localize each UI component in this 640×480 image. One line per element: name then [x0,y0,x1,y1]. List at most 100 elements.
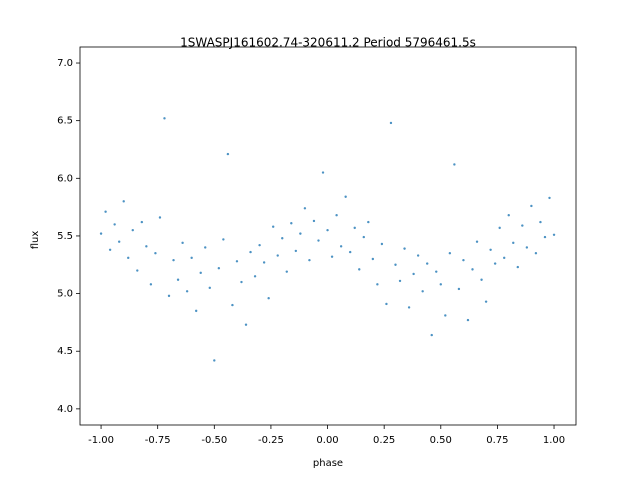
data-point [371,257,375,261]
data-point [503,256,506,260]
data-point [145,245,148,248]
data-point [525,246,529,249]
data-point [426,262,429,265]
data-point [131,228,134,232]
data-point [244,323,248,326]
data-point [512,241,515,245]
data-point [416,254,420,257]
data-point [367,220,370,224]
data-point [552,233,556,236]
data-point [453,163,456,166]
data-point [412,272,415,276]
data-point [276,254,279,257]
data-point [136,269,139,272]
data-point [299,232,302,235]
data-point [190,256,193,260]
data-point [444,314,447,317]
data-point [213,359,216,362]
data-point [321,171,325,174]
data-point [530,204,533,208]
data-point [149,283,153,286]
data-point [140,220,144,224]
x-tick-label: 0.00 [316,435,338,446]
data-point [285,270,288,273]
y-tick-label: 5.0 [57,289,73,300]
x-tick-label: -0.75 [145,435,171,446]
data-point [376,283,379,286]
data-point [326,228,329,232]
data-point [222,238,225,241]
data-point [457,287,461,291]
y-tick-label: 4.5 [57,346,73,357]
data-point [154,252,157,255]
data-point [435,270,438,273]
x-tick-label: -0.50 [201,435,227,446]
data-point [493,262,497,265]
data-point [127,256,130,260]
x-tick-label: 0.75 [486,435,508,446]
data-point [330,255,334,258]
x-tick-label: 1.00 [543,435,565,446]
data-point [104,210,107,213]
data-point [543,235,547,239]
data-point [204,246,207,249]
data-point [113,223,116,226]
data-point [267,296,270,300]
data-point [484,300,488,303]
data-point [281,237,284,240]
y-tick-label: 6.0 [57,173,73,184]
data-point [398,279,402,283]
y-tick-label: 5.5 [57,231,73,242]
data-point [258,243,261,247]
data-point [271,225,275,228]
data-point [348,250,352,254]
data-point [507,213,510,217]
data-point [167,294,171,298]
data-point [498,226,501,230]
data-point [339,245,343,248]
data-point [181,241,184,245]
data-point [208,286,211,290]
data-point [466,318,470,322]
data-point [117,240,121,243]
data-point [362,235,365,239]
data-point [312,219,316,223]
data-point [317,239,320,242]
data-point [480,278,483,281]
data-point [548,196,551,200]
data-point [471,268,474,271]
data-point [407,306,411,309]
data-point [99,232,103,235]
data-point [344,195,347,198]
data-point [199,271,202,275]
axes-frame [79,46,577,426]
data-point [308,258,311,262]
data-point [294,249,298,253]
data-point [516,265,519,269]
data-point [185,290,189,293]
data-point [122,200,125,203]
data-point [303,207,307,210]
data-point [176,278,180,281]
x-tick-label: 0.50 [430,435,452,446]
data-point [253,275,257,278]
x-tick-label: 0.25 [373,435,395,446]
data-point [521,224,524,227]
data-point [539,220,542,224]
y-axis-label: flux [30,231,41,250]
data-point [249,250,252,254]
y-tick-label: 7.0 [57,58,73,69]
data-point [335,213,338,217]
y-tick-label: 6.5 [57,116,73,127]
data-point [385,302,388,306]
data-point [448,252,452,255]
data-point [358,268,361,271]
data-point [262,261,266,264]
data-point [489,248,492,251]
x-tick-label: -0.25 [258,435,284,446]
data-point [462,258,465,262]
data-point [403,247,406,250]
data-point [158,216,162,219]
data-point [217,267,221,270]
